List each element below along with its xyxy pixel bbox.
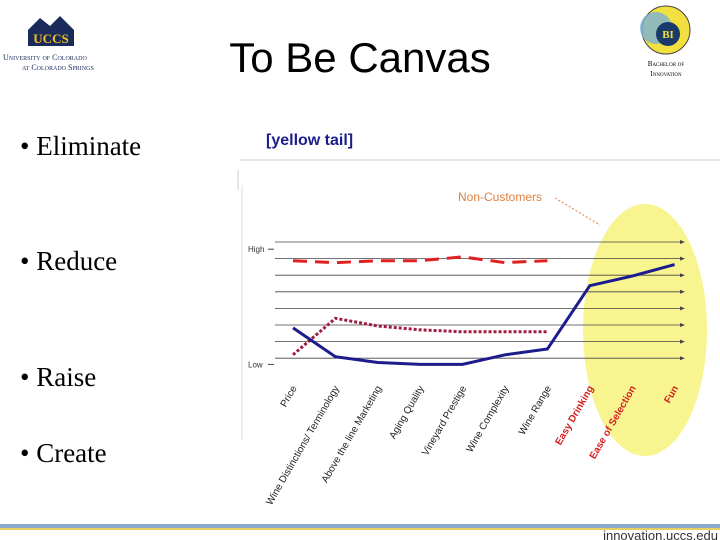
guide-arrow [680, 289, 685, 294]
bullet: • Eliminate [20, 131, 141, 161]
bullet: • Reduce [20, 246, 117, 276]
logo-text: Bachelor of [648, 60, 685, 68]
logo-circle [656, 22, 680, 46]
guide-arrow [680, 356, 685, 361]
bullet: • Raise [20, 362, 96, 392]
chart-title: [yellow tail] [266, 132, 353, 149]
logo-mountains [28, 16, 74, 30]
logo-mark: BI [662, 29, 674, 41]
guide-arrow [680, 273, 685, 278]
logo-text: Innovation [650, 70, 682, 78]
bullet: • Create [20, 438, 107, 468]
slide-title: To Be Canvas [229, 34, 490, 81]
series-line [292, 316, 548, 356]
annotation-line [554, 197, 601, 226]
guide-arrow [680, 240, 685, 244]
y-tick-label: High [248, 245, 264, 254]
logo-mark: UCCS [33, 31, 68, 46]
logo-box [28, 30, 74, 46]
guide-arrow [680, 306, 685, 311]
logo-text: at Colorado Springs [22, 63, 94, 72]
highlight-ellipse [583, 204, 707, 456]
guide-arrow [680, 339, 685, 344]
logo-text: University of Colorado [3, 53, 87, 62]
guide-arrow [680, 256, 685, 261]
footer-bar [0, 524, 720, 528]
footer-text: innovation.uccs.edu [603, 528, 718, 540]
annotation: Non-Customers [458, 190, 542, 204]
y-tick-label: Low [248, 360, 263, 369]
guide-arrow [680, 323, 685, 327]
footer-bar [0, 528, 720, 530]
series-line [292, 263, 675, 366]
